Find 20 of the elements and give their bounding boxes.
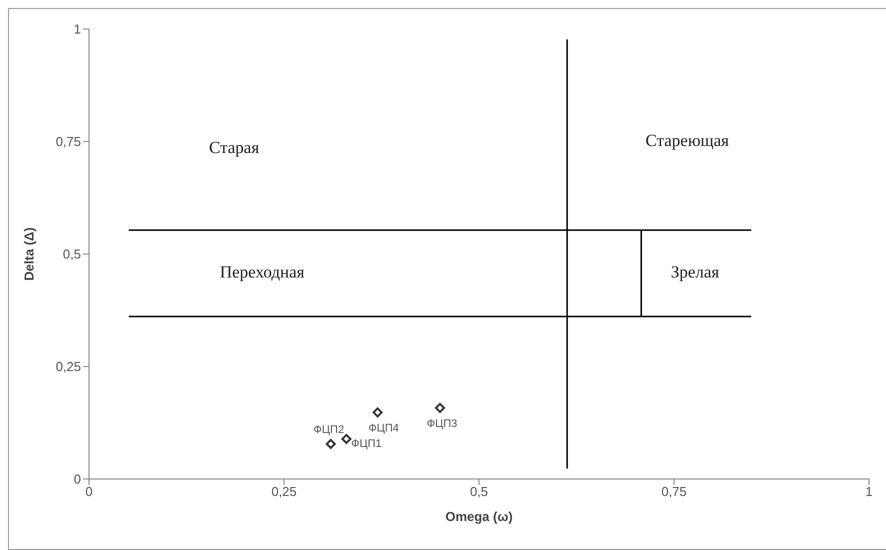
annotation: ФЦП2: [314, 424, 344, 436]
y-tick-label: 0,75: [56, 134, 81, 150]
y-tick-label: 1: [74, 22, 81, 37]
x-tick-label: 0,75: [661, 484, 687, 500]
annotation: ФЦП1: [351, 438, 382, 450]
annotation: ФЦП4: [368, 422, 399, 434]
annotation: ФЦП3: [426, 418, 458, 430]
y-axis-title: Delta (Δ): [22, 227, 37, 281]
annotation: Стареющая: [646, 130, 730, 150]
x-tick-label: 1: [865, 484, 873, 500]
x-tick-label: 0: [85, 484, 93, 500]
y-tick-label: 0,5: [62, 246, 81, 262]
y-tick-label: 0: [74, 472, 81, 487]
x-axis-title: Omega (ω): [445, 509, 513, 524]
x-tick-label: 0,25: [271, 484, 297, 500]
y-tick-label: 0,25: [56, 359, 81, 374]
annotation: Переходная: [220, 262, 305, 282]
x-tick-label: 0,5: [470, 484, 488, 500]
annotation: Зрелая: [670, 262, 720, 282]
annotation: Старая: [208, 138, 260, 158]
